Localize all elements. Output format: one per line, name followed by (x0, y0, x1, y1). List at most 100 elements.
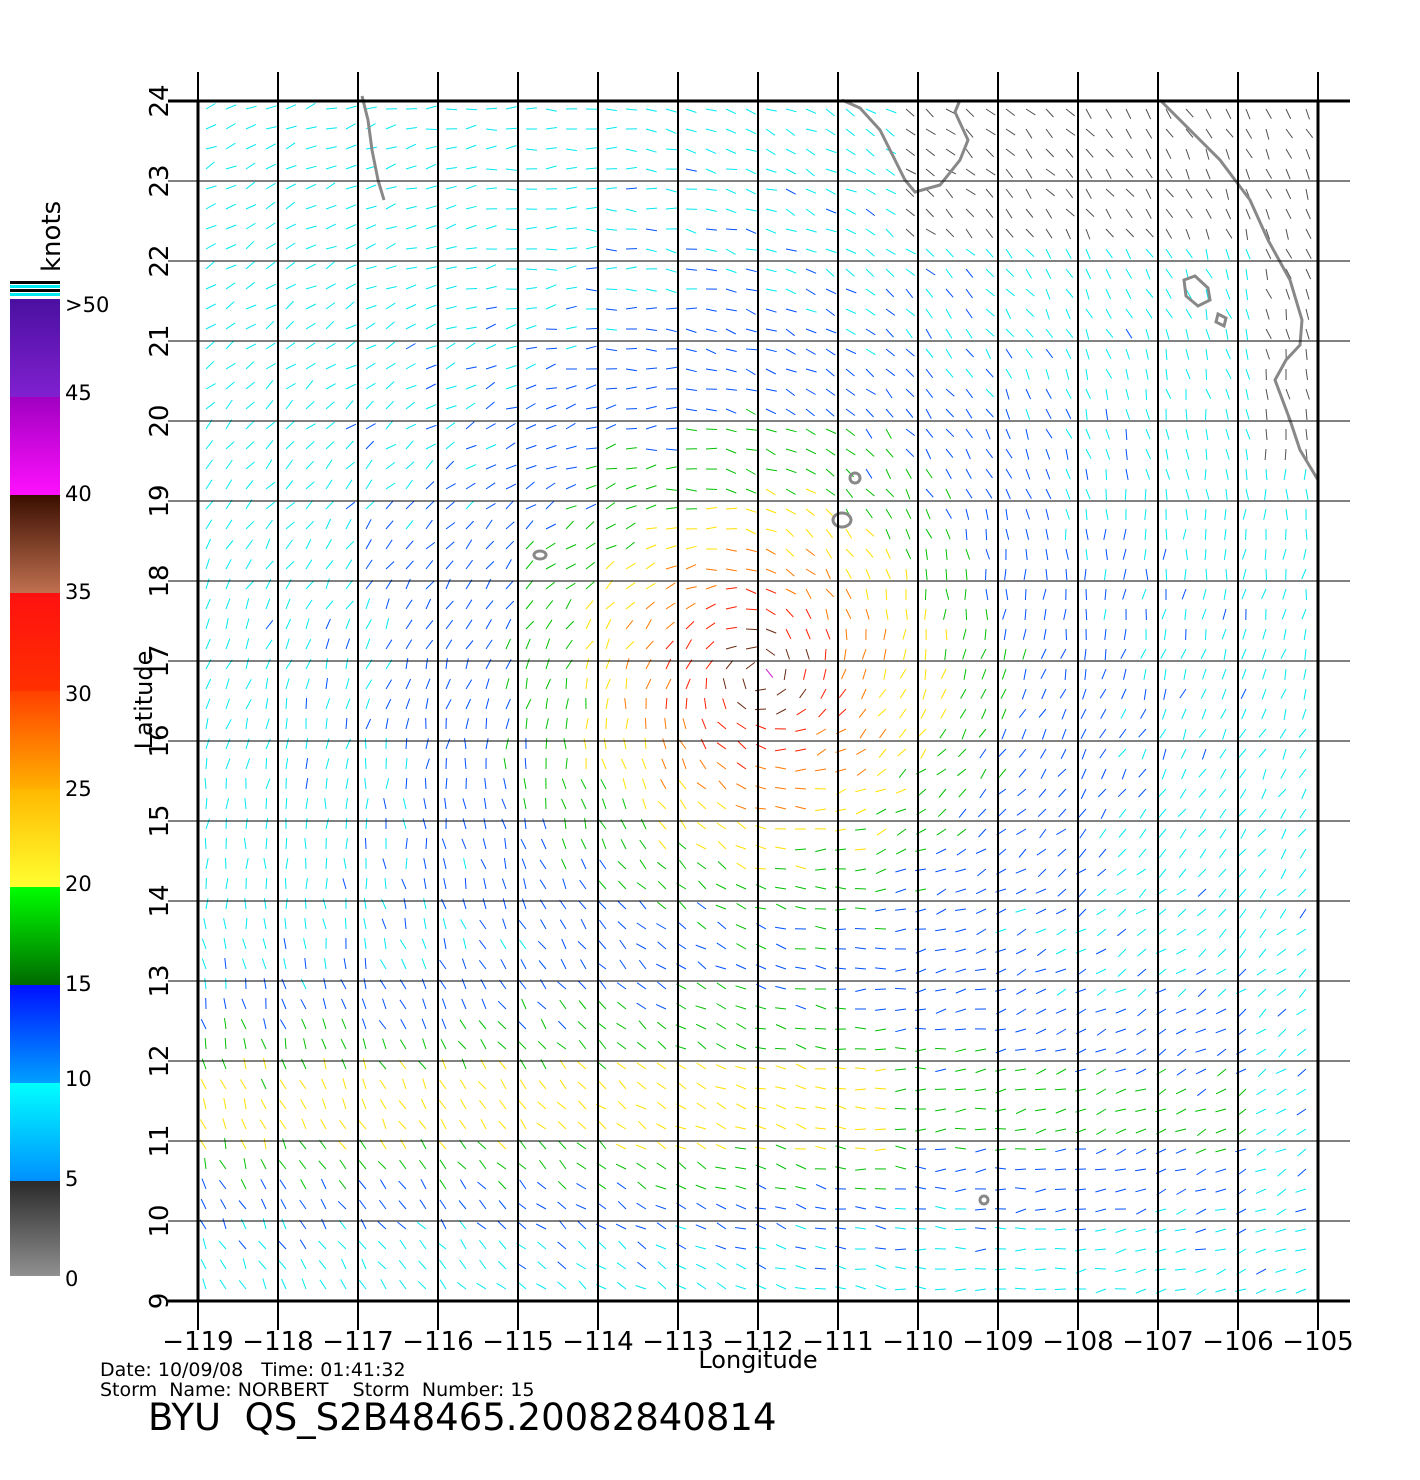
wind-vector (645, 207, 658, 210)
wind-vector (855, 988, 867, 992)
wind-vector (765, 488, 776, 496)
wind-vector (345, 501, 356, 510)
wind-vector (265, 243, 276, 250)
wind-vector (716, 1222, 727, 1230)
wind-vector (785, 208, 796, 216)
wind-vector (1241, 708, 1247, 720)
wind-vector (915, 1008, 927, 1011)
wind-vector (1298, 768, 1307, 779)
wind-vector (799, 688, 807, 699)
wind-vector (601, 798, 607, 810)
wind-vector (905, 428, 916, 437)
wind-vector (565, 286, 577, 290)
wind-vector (1054, 1088, 1067, 1091)
wind-vector (845, 208, 856, 215)
wind-vector (1155, 1268, 1167, 1271)
wind-vector (875, 1247, 887, 1250)
wind-vector (361, 1258, 367, 1270)
latitude-tick-label: 11 (145, 1124, 175, 1157)
wind-vector (705, 268, 717, 272)
wind-vector (1241, 668, 1247, 680)
wind-vector (722, 698, 727, 710)
wind-vector (204, 1037, 207, 1050)
wind-vector (365, 285, 377, 290)
wind-vector (975, 968, 987, 971)
wind-vector (358, 1180, 367, 1190)
wind-vector (725, 468, 737, 475)
wind-vector (1065, 348, 1072, 360)
wind-vector (399, 999, 407, 1010)
wind-vector (398, 1059, 407, 1070)
wind-vector (1241, 588, 1247, 600)
wind-vector (405, 678, 412, 690)
wind-vector (519, 939, 527, 950)
wind-vector (985, 248, 994, 258)
wind-vector (774, 868, 787, 870)
wind-vector (716, 822, 727, 830)
wind-vector (558, 1020, 567, 1030)
wind-vector (603, 738, 607, 750)
wind-vector (342, 1098, 347, 1110)
wind-vector (205, 698, 211, 710)
wind-vector (503, 858, 507, 870)
wind-vector (305, 618, 310, 630)
wind-vector (405, 363, 416, 370)
wind-vector (925, 268, 936, 276)
wind-vector (205, 598, 211, 610)
wind-vector (645, 485, 657, 490)
wind-vector (418, 1120, 427, 1130)
wind-vector (825, 108, 835, 117)
wind-vector (497, 1041, 507, 1050)
wind-vector (545, 387, 557, 390)
wind-vector (418, 1260, 427, 1270)
wind-vector (1222, 608, 1227, 620)
wind-vector (1238, 888, 1247, 898)
wind-vector (1255, 1168, 1267, 1173)
wind-vector (795, 1004, 807, 1010)
wind-vector (885, 208, 896, 216)
wind-vector (1045, 408, 1052, 419)
wind-vector (1105, 368, 1113, 379)
wind-vector (525, 560, 534, 570)
wind-vector (505, 384, 517, 390)
wind-vector (1005, 328, 1015, 338)
wind-vector (1144, 508, 1147, 520)
wind-vector (1095, 1288, 1107, 1294)
wind-vector (325, 182, 336, 190)
wind-vector (894, 987, 907, 990)
wind-vector (917, 728, 927, 738)
wind-vector (1225, 248, 1230, 260)
wind-vector (1135, 1088, 1147, 1092)
wind-vector (1205, 268, 1213, 279)
wind-vector (1185, 208, 1193, 219)
wind-vector (1297, 1068, 1307, 1077)
wind-vector (1185, 508, 1189, 520)
wind-vector (617, 1200, 627, 1210)
wind-vector (485, 519, 493, 530)
wind-vector (465, 108, 478, 111)
wind-vector (538, 960, 547, 970)
wind-vector (815, 1145, 827, 1150)
wind-vector (865, 528, 875, 537)
wind-vector (439, 1259, 447, 1270)
wind-vector (915, 1186, 927, 1190)
wind-vector (625, 166, 637, 170)
wind-vector (956, 768, 967, 777)
wind-vector (580, 959, 587, 970)
wind-vector (725, 488, 737, 494)
wind-vector (785, 488, 796, 495)
wind-vector (605, 658, 611, 670)
wind-vector (1215, 1108, 1227, 1113)
wind-vector (265, 440, 274, 450)
longitude-tick-labels: −119 −118 −117 −116 −115 −114 −113 −112 −111 −110… (162, 1327, 1353, 1357)
wind-vector (645, 464, 657, 470)
longitude-tick-label: −115 (482, 1327, 553, 1357)
wind-vector (203, 918, 207, 930)
wind-vector (899, 688, 907, 699)
map-frame (196, 99, 1320, 1303)
wind-vector (362, 1058, 367, 1070)
wind-vector (265, 400, 274, 410)
wind-vector (1135, 1108, 1147, 1112)
wind-vector (1245, 248, 1251, 260)
wind-vector (1197, 908, 1207, 917)
